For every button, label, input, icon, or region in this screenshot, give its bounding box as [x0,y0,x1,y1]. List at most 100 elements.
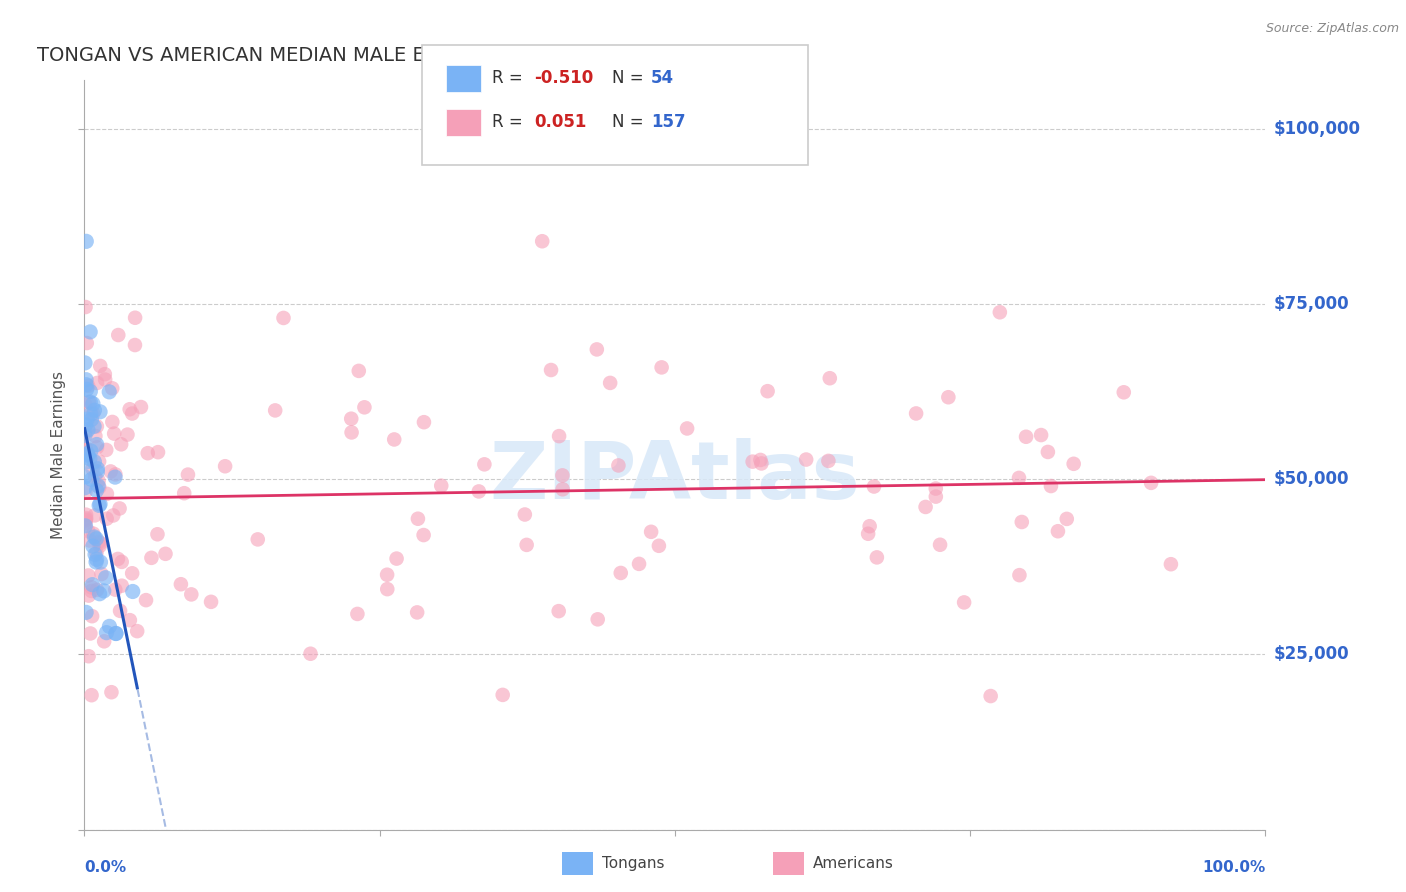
Point [340,411,363,425]
Point [77,395,100,409]
Point [73,481,96,495]
Point [540,363,562,377]
Point [628,557,651,571]
Point [818,371,841,385]
Point [84,429,107,443]
Point [76,455,98,469]
Point [121,407,143,421]
Point [651,360,673,375]
Point [430,479,453,493]
Point [925,482,948,496]
Point [77,524,100,538]
Point [89,555,111,569]
Point [98,384,121,399]
Point [103,508,125,523]
Point [474,458,496,472]
Point [1039,479,1062,493]
Point [108,501,131,516]
Point [1036,445,1059,459]
Point [83,530,105,544]
Point [751,457,773,471]
Point [79,533,101,548]
Point [87,474,110,488]
Point [80,444,103,458]
Point [79,395,101,409]
Point [75,442,97,456]
Text: 54: 54 [651,70,673,87]
Point [100,685,122,699]
Point [347,364,370,378]
Point [80,580,103,594]
Point [77,649,100,664]
Point [107,328,129,343]
Point [89,539,111,553]
Point [492,688,515,702]
Point [79,384,101,399]
Point [929,538,952,552]
Point [79,626,101,640]
Text: TONGAN VS AMERICAN MEDIAN MALE EARNINGS CORRELATION CHART: TONGAN VS AMERICAN MEDIAN MALE EARNINGS … [37,45,731,65]
Point [382,433,405,447]
Point [749,453,772,467]
Point [110,437,132,451]
Point [547,604,569,618]
Point [676,421,699,435]
Point [80,688,103,702]
Point [938,390,960,404]
Point [76,382,98,396]
Point [96,512,118,526]
Point [96,487,118,501]
Point [756,384,779,399]
Point [76,412,98,426]
Point [76,447,98,461]
Point [117,427,139,442]
Point [406,512,429,526]
Point [1011,515,1033,529]
Point [741,455,763,469]
Point [953,595,976,609]
Text: N =: N = [612,113,648,131]
Point [925,490,948,504]
Point [551,483,574,497]
Point [108,604,131,618]
Point [246,533,269,547]
Point [75,425,97,440]
Point [375,582,398,596]
Point [385,551,408,566]
Point [84,470,107,484]
Point [146,445,169,459]
Point [1160,558,1182,572]
Point [548,429,571,443]
Point [89,499,111,513]
Point [84,555,107,569]
Point [75,516,97,530]
Point [585,343,607,357]
Point [1063,457,1085,471]
Point [90,567,112,582]
Point [610,566,633,580]
Point [1029,428,1052,442]
Point [406,606,429,620]
Text: N =: N = [612,70,648,87]
Point [413,415,436,429]
Text: Tongans: Tongans [602,856,664,871]
Point [82,397,104,411]
Text: $50,000: $50,000 [1274,470,1350,489]
Point [86,465,108,479]
Point [94,571,117,585]
Point [82,609,104,624]
Point [86,546,108,560]
Point [75,606,97,620]
Point [75,373,97,387]
Point [75,377,97,392]
Point [89,497,111,511]
Point [86,376,108,390]
Point [104,582,127,597]
Point [121,566,143,581]
Point [75,300,97,314]
Point [640,524,662,539]
Point [82,462,104,476]
Point [89,359,111,373]
Point [75,514,97,528]
Point [1056,512,1078,526]
